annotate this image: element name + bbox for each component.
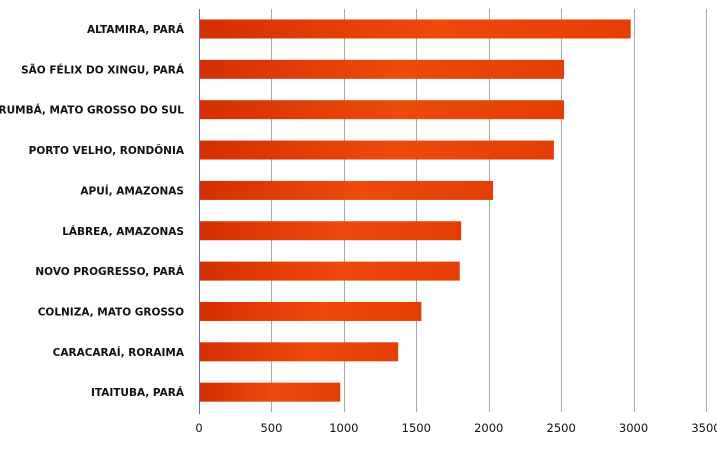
- x-tick-label: 1500: [402, 421, 431, 435]
- category-label: LÁBREA, AMAZONAS: [62, 225, 184, 238]
- bars: [199, 19, 631, 402]
- x-tick-label: 2500: [547, 421, 576, 435]
- category-label: NOVO PROGRESSO, PARÁ: [35, 265, 184, 278]
- x-tick-label: 500: [260, 421, 282, 435]
- bar-6: [199, 221, 462, 241]
- bar-8: [199, 301, 422, 321]
- x-tick-label: 1000: [329, 421, 358, 435]
- x-tick-label: 3500: [691, 421, 717, 435]
- x-tick-label: 3000: [619, 421, 648, 435]
- bar-9: [199, 342, 399, 362]
- category-labels: ALTAMIRA, PARÁ SÃO FÉLIX DO XINGU, PARÁ CO…: [0, 23, 185, 399]
- bar-10: [199, 382, 341, 402]
- category-label: APUÍ, AMAZONAS: [80, 184, 184, 197]
- x-tick-label: 0: [195, 421, 202, 435]
- category-label: COLNIZA, MATO GROSSO: [38, 306, 184, 318]
- category-label: CORUMBÁ, MATO GROSSO DO SUL: [0, 104, 184, 117]
- category-label: CARACARAÍ, RORAIMA: [53, 346, 185, 359]
- category-label: ITAITUBA, PARÁ: [91, 386, 185, 399]
- bar-2: [199, 59, 565, 79]
- x-tick-label: 2000: [474, 421, 503, 435]
- category-label: PORTO VELHO, RONDÔNIA: [29, 144, 185, 157]
- bar-5: [199, 180, 494, 200]
- x-tick-labels: 0 500 1000 1500 2000 2500 3000 3500: [195, 421, 717, 435]
- bar-7: [199, 261, 460, 281]
- bar-1: [199, 19, 631, 39]
- bar-3: [199, 100, 565, 120]
- category-label: SÃO FÉLIX DO XINGU, PARÁ: [21, 63, 185, 76]
- bar-4: [199, 140, 554, 160]
- category-label: ALTAMIRA, PARÁ: [87, 23, 185, 36]
